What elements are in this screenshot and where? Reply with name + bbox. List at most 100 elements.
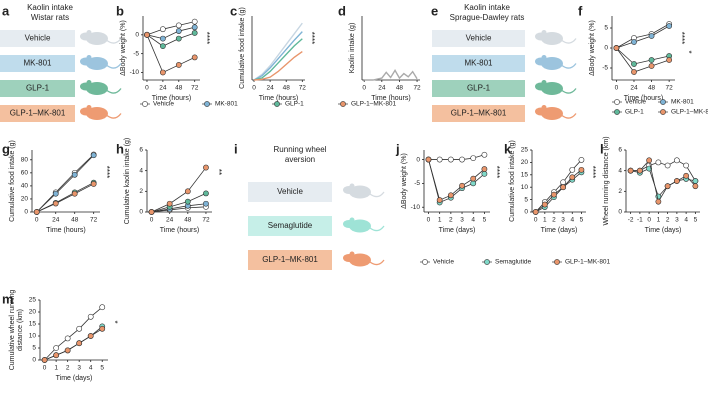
rat-icon [369, 191, 385, 198]
panel-letter: a [2, 3, 10, 18]
x-tick-label: 0 [615, 85, 619, 92]
data-point [648, 63, 655, 69]
y-tick-label: 10 [29, 333, 37, 340]
x-tick-label: 2 [552, 217, 556, 224]
data-point [53, 345, 60, 351]
legend-label: Semaglutide [495, 259, 532, 266]
x-tick-label: 1 [657, 217, 661, 224]
series-line [151, 167, 207, 213]
data-point [551, 191, 557, 198]
x-tick-label: 5 [100, 365, 104, 372]
legend-marker [660, 99, 666, 105]
legend-label: GLP-1–MK-801 [351, 101, 397, 108]
significance: ** [214, 169, 223, 175]
x-tick-label: 2 [449, 217, 453, 224]
data-point [646, 157, 653, 164]
data-point [191, 54, 198, 61]
y-tick-label: -10 [411, 204, 421, 211]
x-tick-label: 48 [184, 217, 192, 224]
x-tick-label: 48 [71, 217, 79, 224]
data-point [64, 335, 71, 342]
y-tick-label: 20 [21, 196, 29, 203]
rat-icon [106, 113, 122, 119]
x-tick-label: 0 [427, 217, 431, 224]
data-point [481, 166, 488, 172]
data-point [64, 347, 71, 354]
series-line [146, 26, 195, 40]
y-tick-label: 25 [29, 297, 37, 304]
series-line [616, 23, 670, 49]
data-point [578, 166, 585, 173]
y-tick-label: 80 [21, 157, 29, 164]
x-tick-label: 1 [54, 365, 58, 372]
y-tick-label: 0 [32, 357, 36, 364]
series-line [151, 206, 206, 213]
data-point [166, 200, 173, 207]
data-point [436, 197, 443, 203]
y-tick-label: 15 [29, 321, 37, 328]
y-tick-label: 5 [524, 196, 528, 203]
treatment-label: Vehicle [25, 34, 51, 43]
legend-label: GLP-1–MK-801 [565, 259, 611, 266]
data-point [159, 26, 166, 33]
x-tick-label: 0 [362, 85, 366, 92]
data-point [33, 209, 40, 215]
legend-marker [614, 109, 620, 115]
legend-label: Vehicle [153, 101, 174, 108]
x-tick-label: -2 [628, 217, 634, 224]
treatment-box [248, 216, 332, 236]
data-point [673, 178, 680, 184]
x-tick-label: 24 [159, 85, 167, 92]
data-point [203, 200, 209, 207]
data-point [447, 192, 454, 199]
legend-marker [660, 109, 666, 115]
y-axis-label: Cumulative food intake (g) [9, 140, 16, 222]
y-tick-label: 4 [139, 167, 143, 174]
x-tick-label: 24 [266, 85, 274, 92]
data-point [470, 175, 477, 182]
data-point [655, 198, 662, 205]
treatment-box [432, 55, 525, 72]
legend-marker [274, 101, 280, 107]
data-point [627, 167, 634, 174]
rat-icon [86, 30, 92, 35]
data-point [470, 155, 477, 162]
data-point [636, 167, 643, 174]
data-point [191, 18, 198, 25]
data-point [436, 156, 443, 163]
y-tick-label: 0 [604, 45, 608, 52]
series-line [151, 203, 206, 213]
data-point [175, 35, 182, 42]
legend-marker [484, 259, 490, 265]
y-tick-label: 0 [524, 209, 528, 216]
data-point [648, 57, 655, 63]
treatment-box [0, 30, 75, 47]
rat-icon [106, 63, 122, 69]
x-tick-label: 72 [413, 85, 421, 92]
data-point [87, 333, 94, 339]
treatment-box [0, 80, 75, 97]
y-tick-label: -5 [602, 65, 608, 72]
x-tick-label: 48 [175, 85, 183, 92]
data-point [159, 35, 166, 42]
panel-letter: g [2, 141, 10, 156]
data-point [175, 28, 182, 34]
data-point [631, 39, 637, 45]
x-tick-label: 48 [396, 85, 404, 92]
x-tick-label: 4 [684, 217, 688, 224]
legend-marker [340, 101, 346, 107]
treatment-label: Semaglutide [268, 221, 313, 230]
x-tick-label: 24 [166, 217, 174, 224]
y-axis-label: Kaolin intake (g) [349, 23, 356, 74]
panel-letter: b [116, 3, 124, 18]
rat-icon [86, 55, 92, 60]
data-point [144, 31, 150, 38]
panel-letter: e [431, 3, 438, 18]
y-axis-label: Cumulative kaolin intake (g) [124, 138, 131, 224]
x-axis-label: Time (hours) [152, 95, 191, 102]
x-tick-label: 3 [561, 217, 565, 224]
x-tick-label: 48 [648, 85, 656, 92]
y-tick-label: 0 [24, 209, 28, 216]
x-tick-label: 72 [90, 217, 98, 224]
y-axis-label: distance (km) [17, 309, 24, 351]
